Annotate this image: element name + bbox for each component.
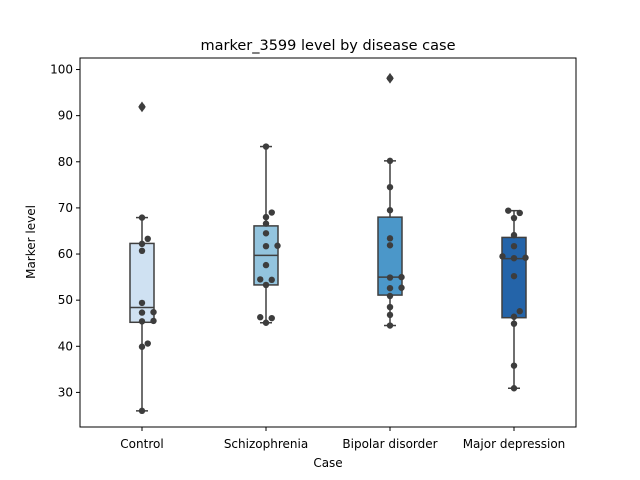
swarm-point	[398, 284, 405, 291]
swarm-point	[268, 209, 275, 216]
swarm-point	[262, 213, 270, 221]
swarm-point	[505, 207, 512, 214]
y-axis-label: Marker level	[24, 205, 38, 279]
swarm-point	[386, 157, 394, 165]
swarm-point	[386, 235, 394, 242]
swarm-point	[510, 320, 518, 327]
swarm-point	[138, 247, 146, 255]
swarm-point	[510, 231, 518, 239]
swarm-point	[262, 281, 270, 289]
swarm-point	[138, 214, 146, 221]
swarm-point	[510, 254, 518, 262]
swarm-point	[257, 276, 264, 283]
swarm-point	[138, 299, 146, 307]
swarm-point	[138, 407, 146, 415]
swarm-point	[138, 318, 146, 325]
swarm-point	[510, 385, 518, 392]
swarm-point	[150, 308, 157, 316]
y-tick-label: 60	[58, 247, 73, 261]
y-tick-label: 80	[58, 155, 73, 169]
swarm-point	[398, 273, 405, 281]
swarm-point	[262, 319, 270, 326]
swarm-point	[510, 362, 518, 369]
swarm-point	[516, 209, 523, 217]
swarm-point	[268, 314, 275, 322]
swarm-point	[386, 242, 394, 249]
swarm-point	[274, 242, 281, 249]
y-tick-label: 30	[58, 385, 73, 399]
swarm-point	[144, 340, 151, 347]
swarm-point	[138, 309, 146, 316]
swarm-point	[262, 230, 270, 237]
swarm-point	[150, 317, 157, 325]
swarm-point	[386, 311, 394, 319]
x-tick-label: Major depression	[463, 437, 566, 451]
swarm-point	[138, 343, 146, 350]
swarm-point	[386, 303, 394, 311]
plot-frame	[79, 57, 577, 428]
y-tick-label: 70	[58, 201, 73, 215]
y-tick-label: 90	[58, 109, 73, 123]
swarm-point	[262, 143, 270, 150]
swarm-point	[510, 313, 518, 320]
chart-title: marker_3599 level by disease case	[201, 38, 456, 54]
swarm-point	[386, 75, 394, 82]
swarm-point	[386, 322, 394, 329]
x-tick-label: Schizophrenia	[224, 437, 308, 451]
swarm-point	[386, 274, 394, 281]
swarm-point	[510, 272, 518, 280]
swarm-point	[262, 220, 270, 227]
swarm-point	[262, 242, 270, 250]
x-tick-label: Bipolar disorder	[342, 437, 437, 451]
box-control	[129, 242, 155, 324]
y-tick-label: 40	[58, 339, 73, 353]
swarm-point	[262, 261, 270, 269]
swarm-point	[138, 103, 146, 111]
x-axis-label: Case	[313, 456, 342, 470]
swarm-point	[138, 240, 146, 248]
swarm-point	[257, 314, 264, 321]
swarm-point	[522, 254, 529, 261]
swarm-point	[386, 183, 394, 191]
x-tick-label: Control	[120, 437, 163, 451]
swarm-point	[499, 253, 506, 260]
swarm-point	[516, 308, 523, 315]
swarm-point	[386, 207, 394, 214]
y-tick-label: 100	[50, 63, 73, 77]
swarm-point	[510, 242, 518, 250]
box-bipolar-disorder	[377, 216, 403, 296]
swarm-point	[510, 214, 518, 222]
swarm-point	[268, 276, 275, 284]
swarm-point	[144, 235, 151, 243]
swarm-point	[386, 292, 394, 300]
y-tick-label: 50	[58, 293, 73, 307]
plot-area: 30 40 50 60 70 80 90 100 Control Schizophrenia Bip…	[50, 63, 565, 451]
swarm-point	[386, 284, 394, 292]
